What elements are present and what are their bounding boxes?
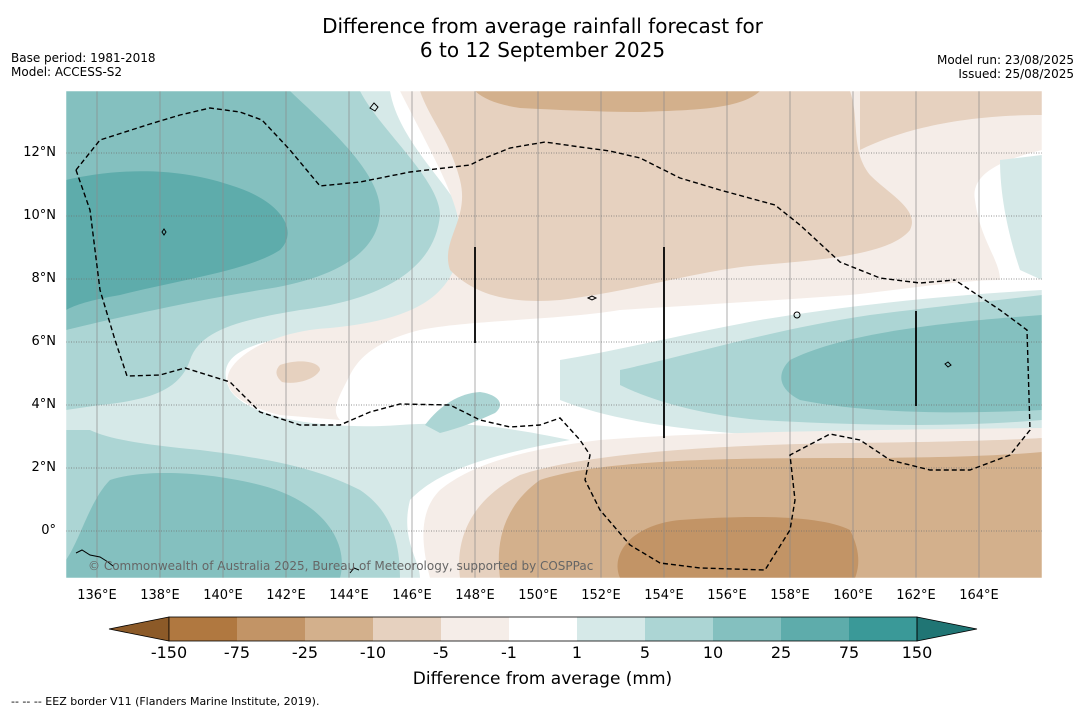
map-frame bbox=[65, 90, 1043, 579]
eez-border-palau bbox=[75, 169, 1031, 571]
lon-label-138e: 138°E bbox=[140, 588, 180, 603]
eez-border-palau-fsm-west bbox=[75, 107, 956, 284]
lon-label-162e: 162°E bbox=[896, 588, 936, 603]
island-kosrae bbox=[944, 361, 952, 368]
colorbar-swatch-5 bbox=[441, 617, 509, 641]
anomaly-region-south-4 bbox=[617, 517, 859, 578]
colorbar-tick: -75 bbox=[223, 643, 251, 662]
anomaly-blob-small-1 bbox=[276, 361, 320, 383]
copyright-text: © Commonwealth of Australia 2025, Bureau… bbox=[88, 559, 593, 573]
anomaly-region-central-4 bbox=[860, 91, 1042, 150]
lon-label-146e: 146°E bbox=[392, 588, 432, 603]
model-run: Model run: 23/08/2025 bbox=[936, 53, 1074, 67]
colorbar-low-extend bbox=[108, 616, 170, 642]
lon-label-150e: 150°E bbox=[518, 588, 558, 603]
colorbar-tick: 5 bbox=[639, 643, 651, 662]
colorbar-tick: -10 bbox=[359, 643, 387, 662]
title-line-2: 6 to 12 September 2025 bbox=[419, 38, 666, 62]
colorbar-swatch-4 bbox=[373, 617, 441, 641]
colorbar-swatch-10 bbox=[781, 617, 849, 641]
lat-label-4n: 4°N bbox=[31, 397, 57, 412]
colorbar-swatch-3 bbox=[305, 617, 373, 641]
colorbar-tick: -150 bbox=[150, 643, 188, 662]
colorbar bbox=[108, 616, 978, 642]
colorbar-swatch-6 bbox=[509, 617, 577, 641]
model-name: Model: ACCESS-S2 bbox=[11, 65, 123, 79]
island-png-islet bbox=[349, 567, 360, 574]
lon-label-136e: 136°E bbox=[77, 588, 117, 603]
colorbar-tick: -25 bbox=[291, 643, 319, 662]
lon-label-154e: 154°E bbox=[644, 588, 684, 603]
colorbar-tick: 25 bbox=[770, 643, 792, 662]
anomaly-region-west-4 bbox=[66, 473, 342, 578]
lat-label-6n: 6°N bbox=[31, 334, 57, 349]
island-yap bbox=[369, 102, 379, 112]
colorbar-swatch-9 bbox=[713, 617, 781, 641]
anomaly-region-east-right bbox=[1000, 155, 1042, 280]
island-chuuk bbox=[586, 295, 598, 301]
colorbar-swatch-8 bbox=[645, 617, 713, 641]
lat-label-2n: 2°N bbox=[31, 460, 57, 475]
colorbar-swatch-11 bbox=[849, 617, 917, 641]
lon-label-152e: 152°E bbox=[581, 588, 621, 603]
lon-label-142e: 142°E bbox=[266, 588, 306, 603]
anomaly-region-east-band-3 bbox=[781, 315, 1042, 413]
island-pohnpei bbox=[793, 311, 801, 319]
colorbar-swatch-7 bbox=[577, 617, 645, 641]
colorbar-tick: -5 bbox=[433, 643, 449, 662]
marker-lines bbox=[474, 247, 917, 438]
lat-label-10n: 10°N bbox=[23, 208, 56, 223]
colorbar-tick: 10 bbox=[702, 643, 724, 662]
eez-borders bbox=[75, 107, 1031, 571]
colorbar-tick: 75 bbox=[838, 643, 860, 662]
colorbar-tick: 1 bbox=[571, 643, 583, 662]
colorbar-swatch-1 bbox=[169, 617, 237, 641]
anomaly-region-west-5 bbox=[66, 171, 288, 310]
anomaly-region-central-3 bbox=[475, 91, 760, 112]
lat-label-8n: 8°N bbox=[31, 271, 57, 286]
lon-label-140e: 140°E bbox=[203, 588, 243, 603]
island-palau bbox=[161, 228, 167, 236]
lon-label-164e: 164°E bbox=[959, 588, 999, 603]
colorbar-high-extend bbox=[916, 616, 978, 642]
lat-label-12n: 12°N bbox=[23, 145, 56, 160]
island-png-north bbox=[75, 549, 114, 567]
issued-date: Issued: 25/08/2025 bbox=[958, 67, 1074, 81]
lon-label-144e: 144°E bbox=[329, 588, 369, 603]
footer-legend: -- -- -- EEZ border V11 (Flanders Marine… bbox=[11, 695, 320, 708]
lon-label-158e: 158°E bbox=[770, 588, 810, 603]
colorbar-swatch-2 bbox=[237, 617, 305, 641]
rainfall-anomaly-field: © Commonwealth of Australia 2025, Bureau… bbox=[66, 91, 1042, 578]
base-period: Base period: 1981-2018 bbox=[11, 51, 156, 65]
islands bbox=[75, 102, 952, 574]
chart-title: Difference from average rainfall forecas… bbox=[0, 14, 1085, 62]
title-line-1: Difference from average rainfall forecas… bbox=[322, 14, 763, 38]
lon-label-156e: 156°E bbox=[707, 588, 747, 603]
meta-right: Model run: 23/08/2025 Issued: 25/08/2025 bbox=[937, 53, 1074, 81]
lon-label-148e: 148°E bbox=[455, 588, 495, 603]
anomaly-region-central-2 bbox=[420, 91, 912, 301]
colorbar-label: Difference from average (mm) bbox=[412, 669, 673, 689]
lat-gridlines bbox=[66, 152, 1042, 532]
lat-label-0: 0° bbox=[41, 523, 56, 538]
anomaly-blob-small-2 bbox=[425, 392, 500, 433]
meta-left: Base period: 1981-2018 Model: ACCESS-S2 bbox=[11, 51, 156, 79]
lon-gridlines bbox=[96, 91, 980, 578]
colorbar-tick: 150 bbox=[901, 643, 933, 662]
lon-label-160e: 160°E bbox=[833, 588, 873, 603]
colorbar-tick: -1 bbox=[501, 643, 517, 662]
